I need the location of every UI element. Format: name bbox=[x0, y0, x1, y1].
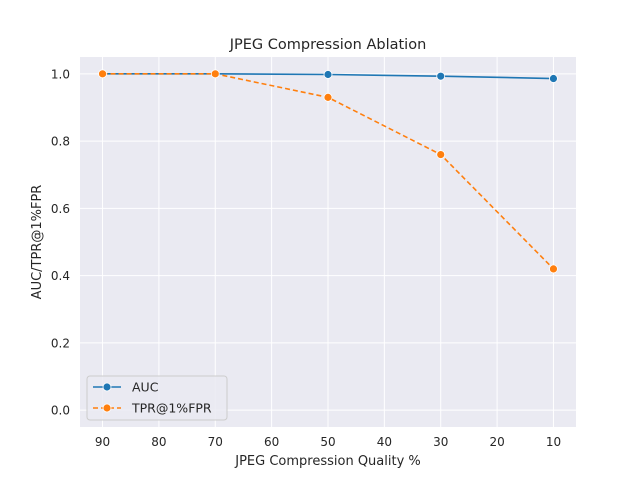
data-point bbox=[549, 74, 558, 83]
legend-frame bbox=[86, 375, 228, 421]
data-point bbox=[549, 264, 558, 274]
data-point bbox=[323, 92, 333, 102]
x-tick-label: 70 bbox=[208, 435, 223, 449]
legend-label: TPR@1%FPR bbox=[131, 401, 212, 416]
x-tick-labels: 90 80 70 60 50 40 30 20 10 bbox=[95, 435, 561, 449]
x-tick-label: 10 bbox=[546, 435, 561, 449]
y-tick-label: 0.0 bbox=[51, 404, 70, 418]
legend: AUC TPR@1%FPR bbox=[86, 375, 228, 421]
y-tick-label: 0.8 bbox=[51, 135, 70, 149]
x-tick-label: 50 bbox=[320, 435, 335, 449]
data-point bbox=[436, 71, 446, 81]
y-tick-label: 1.0 bbox=[51, 67, 70, 81]
y-axis-label: AUC/TPR@1%FPR bbox=[30, 185, 45, 300]
data-point bbox=[210, 69, 220, 79]
x-tick-label: 60 bbox=[264, 435, 279, 449]
x-axis-label: JPEG Compression Quality % bbox=[234, 454, 421, 469]
legend-marker bbox=[102, 382, 112, 392]
y-tick-labels: 0.0 0.2 0.4 0.6 0.8 1.0 bbox=[51, 67, 70, 417]
legend-label: AUC bbox=[132, 380, 159, 395]
data-point bbox=[323, 70, 333, 79]
data-point bbox=[436, 150, 446, 159]
x-tick-label: 40 bbox=[377, 435, 392, 449]
x-tick-label: 90 bbox=[95, 435, 110, 449]
x-tick-label: 20 bbox=[489, 435, 504, 449]
series-group bbox=[98, 69, 558, 274]
legend-marker bbox=[102, 403, 112, 413]
y-tick-label: 0.4 bbox=[51, 269, 70, 283]
data-point bbox=[98, 69, 107, 79]
chart-title: JPEG Compression Ablation bbox=[229, 37, 427, 53]
y-tick-label: 0.6 bbox=[51, 202, 70, 216]
x-tick-label: 30 bbox=[433, 435, 448, 449]
x-tick-label: 80 bbox=[151, 435, 166, 449]
y-tick-label: 0.2 bbox=[51, 336, 70, 350]
